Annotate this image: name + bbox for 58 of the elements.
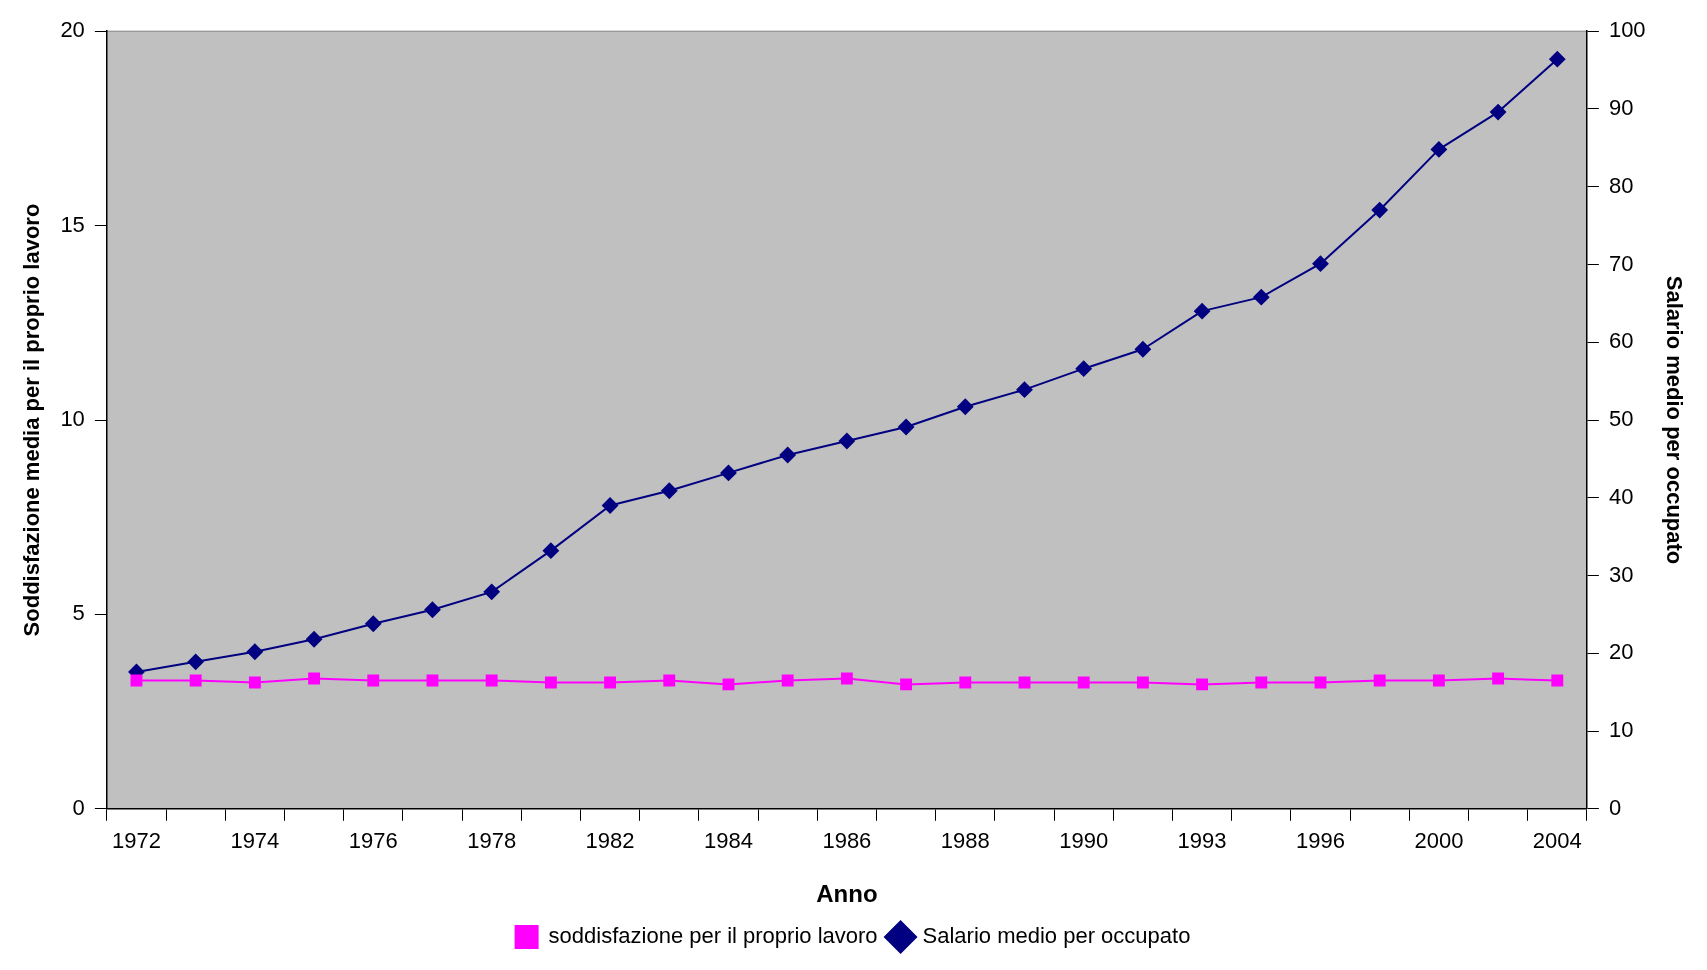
legend-label: Salario medio per occupato xyxy=(922,923,1191,949)
x-tick-label: 1988 xyxy=(940,828,990,854)
x-tick-label: 2000 xyxy=(1414,828,1464,854)
point xyxy=(838,433,855,449)
point xyxy=(306,631,323,648)
y-tick-label: 10 xyxy=(60,406,85,432)
y2-tick-label: 20 xyxy=(1608,639,1634,665)
point xyxy=(1549,51,1566,68)
y2-tick-label: 10 xyxy=(1608,717,1634,743)
point xyxy=(1134,341,1151,358)
point xyxy=(661,482,678,499)
point xyxy=(957,398,974,415)
point xyxy=(1430,141,1447,158)
point xyxy=(1490,104,1507,121)
point xyxy=(1312,255,1329,272)
point xyxy=(1253,289,1270,306)
y-axis-title: Soddisfazione media per il proprio lavoro xyxy=(19,203,45,637)
y-tick-label: 0 xyxy=(72,794,85,820)
y2-axis-title: Salario medio per occupato xyxy=(1661,275,1687,565)
y2-tick-label: 100 xyxy=(1608,17,1646,43)
y-tick-label: 20 xyxy=(60,17,85,43)
x-tick-label: 1984 xyxy=(704,828,753,854)
point xyxy=(542,542,559,559)
point xyxy=(246,643,263,660)
x-tick-label: 1986 xyxy=(822,828,872,854)
point xyxy=(187,653,204,670)
x-tick-label: 1972 xyxy=(111,828,161,854)
x-tick-label: 1990 xyxy=(1059,828,1109,854)
point xyxy=(1371,202,1388,219)
y-tick-label: 15 xyxy=(60,211,85,237)
x-tick-label: 1993 xyxy=(1177,828,1227,854)
x-tick-label: 1974 xyxy=(230,828,280,854)
point xyxy=(898,419,915,435)
point xyxy=(483,583,500,600)
x-tick-label: 1978 xyxy=(467,828,517,854)
point xyxy=(720,464,737,481)
point xyxy=(424,601,441,618)
x-tick-label: 1996 xyxy=(1296,828,1345,854)
y2-tick-label: 60 xyxy=(1608,328,1634,354)
point xyxy=(602,497,619,514)
y2-tick-label: 80 xyxy=(1608,172,1634,198)
y-tick-label: 5 xyxy=(72,600,85,626)
y2-tick-label: 0 xyxy=(1608,794,1622,820)
x-tick-label: 1982 xyxy=(585,828,635,854)
x-tick-label: 1976 xyxy=(348,828,398,854)
x-axis-title: Anno xyxy=(816,880,878,908)
point xyxy=(1016,381,1033,398)
x-tick-label: 2004 xyxy=(1532,828,1582,854)
y2-tick-label: 40 xyxy=(1608,483,1634,509)
point xyxy=(1075,360,1092,377)
y2-tick-label: 90 xyxy=(1608,95,1634,121)
y2-tick-label: 30 xyxy=(1608,561,1634,587)
point xyxy=(1194,303,1211,320)
y2-tick-label: 50 xyxy=(1608,406,1634,432)
point xyxy=(365,615,382,632)
point xyxy=(779,446,796,463)
y2-tick-label: 70 xyxy=(1608,250,1634,276)
legend-label: soddisfazione per il proprio lavoro xyxy=(548,923,878,949)
